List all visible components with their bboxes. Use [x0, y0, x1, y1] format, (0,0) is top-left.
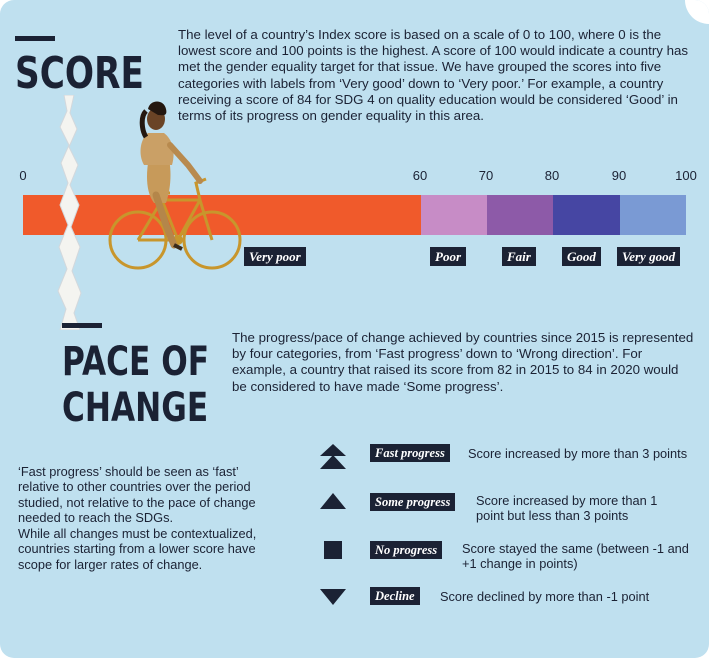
pace-note-relative: ‘Fast progress’ should be seen as ‘fast’…	[18, 464, 256, 526]
scale-tick-70: 70	[478, 168, 494, 183]
up-triangle-icon	[320, 493, 346, 509]
category-label-very-poor: Very poor	[244, 247, 306, 266]
pace-text-no-progress: Score stayed the same (between -1 and +1…	[462, 541, 689, 571]
scale-segment-fair	[487, 195, 554, 235]
pace-row-some-progress: Some progress Score increased by more th…	[318, 489, 698, 529]
pace-text-fast-progress: Score increased by more than 3 points	[468, 446, 688, 461]
pace-note-context: While all changes must be contextualized…	[18, 526, 257, 572]
category-label-very-good: Very good	[617, 247, 681, 266]
pace-text-some-progress: Score increased by more than 1 point but…	[476, 493, 658, 523]
scale-tick-60: 60	[412, 168, 428, 183]
pace-heading-line1: PACE OF	[62, 339, 210, 385]
pace-label-decline: Decline	[370, 587, 420, 605]
double-up-arrow-icon	[320, 444, 346, 469]
square-icon	[324, 541, 342, 559]
pace-heading-line2: CHANGE	[62, 385, 209, 431]
scale-segment-very-good	[619, 195, 686, 235]
pace-row-no-progress: No progress Score stayed the same (betwe…	[318, 537, 698, 577]
scale-tick-100: 100	[675, 168, 697, 183]
pace-row-decline: Decline Score declined by more than -1 p…	[318, 584, 698, 624]
scale-segment-poor	[420, 195, 488, 235]
torn-paper-illustration	[57, 95, 82, 330]
category-label-good: Good	[562, 247, 601, 266]
score-heading-rule	[15, 36, 55, 41]
score-description: The level of a country’s Index score is …	[178, 27, 689, 124]
scale-tick-90: 90	[611, 168, 627, 183]
category-label-fair: Fair	[502, 247, 536, 266]
category-label-poor: Poor	[430, 247, 466, 266]
score-heading: SCORE	[15, 48, 144, 99]
scale-tick-0: 0	[19, 168, 27, 183]
page-corner	[685, 0, 709, 24]
down-triangle-icon	[320, 589, 346, 605]
pace-label-no-progress: No progress	[370, 541, 443, 559]
pace-text-decline: Score declined by more than -1 point	[440, 589, 650, 604]
pace-heading-rule	[62, 323, 102, 328]
pace-label-fast-progress: Fast progress	[370, 444, 450, 462]
pace-label-some-progress: Some progress	[370, 493, 456, 511]
pace-description: The progress/pace of change achieved by …	[232, 330, 694, 394]
scale-segment-good	[553, 195, 620, 235]
pace-row-fast-progress: Fast progress Score increased by more th…	[318, 440, 698, 480]
cyclist-photo	[108, 101, 242, 270]
scale-tick-80: 80	[544, 168, 560, 183]
